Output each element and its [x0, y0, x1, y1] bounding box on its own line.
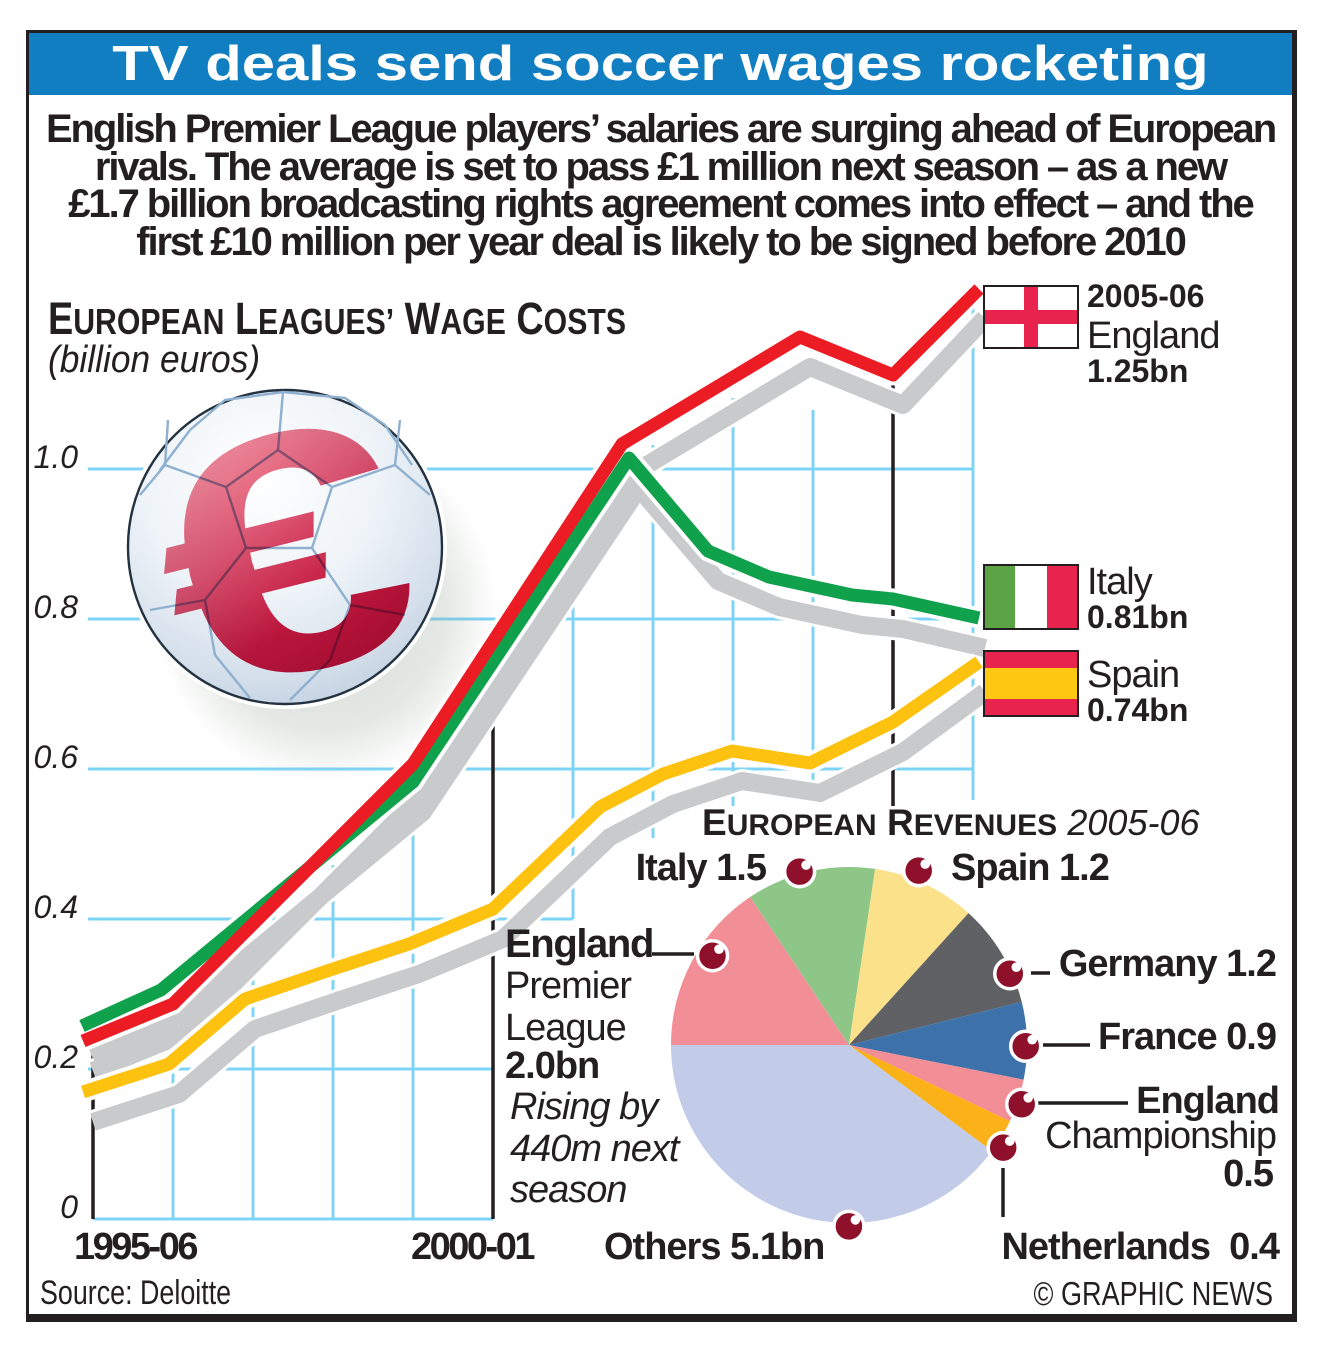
- svg-text:€: €: [118, 340, 449, 768]
